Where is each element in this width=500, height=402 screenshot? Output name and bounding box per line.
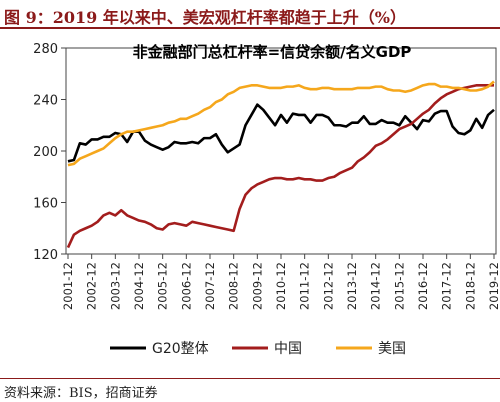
x-tick-label: 2002-12 — [85, 262, 99, 310]
x-tick-label: 2016-12 — [416, 262, 430, 310]
x-tick-label: 2009-12 — [250, 262, 264, 310]
x-tick-label: 2003-12 — [108, 262, 122, 310]
source-divider — [0, 378, 500, 379]
x-tick-label: 2005-12 — [156, 262, 170, 310]
x-tick-label: 2006-12 — [179, 262, 193, 310]
legend-label-2: 美国 — [378, 341, 406, 357]
x-tick-label: 2013-12 — [345, 262, 359, 310]
x-tick-label: 2001-12 — [61, 262, 75, 310]
x-tick-label: 2018-12 — [463, 262, 477, 310]
title-divider — [0, 27, 500, 29]
x-tick-label: 2012-12 — [321, 262, 335, 310]
x-tick-label: 2017-12 — [440, 262, 454, 310]
y-axis: 120 160 200 240 280 — [33, 42, 66, 263]
series-layer — [66, 80, 495, 249]
line-chart: 非金融部门总杠杆率=信贷余额/名义GDP 120 160 200 240 280 200… — [33, 42, 500, 357]
y-tick-label: 240 — [33, 94, 58, 109]
x-axis: 2001-12 2002-12 2003-12 2004-12 2005-12 2006-… — [61, 254, 500, 310]
y-tick-label: 120 — [33, 248, 58, 263]
chart-title: 非金融部门总杠杆率=信贷余额/名义GDP — [133, 43, 412, 61]
x-tick-label: 2015-12 — [392, 262, 406, 310]
x-tick-label: 2014-12 — [369, 262, 383, 310]
y-tick-label: 200 — [33, 145, 58, 160]
source-note: 资料来源：BIS，招商证券 — [4, 386, 158, 401]
figure-title: 图 9：2019 年以来中、美宏观杠杆率都趋于上升（%） — [4, 8, 407, 27]
y-tick-label: 160 — [33, 197, 58, 212]
series-line-1 — [66, 84, 494, 249]
legend-label-1: 中国 — [274, 341, 302, 357]
x-tick-label: 2010-12 — [274, 262, 288, 310]
x-tick-label: 2007-12 — [203, 262, 217, 310]
plot-area — [65, 47, 497, 255]
x-tick-label: 2004-12 — [132, 262, 146, 310]
x-tick-label: 2011-12 — [298, 262, 312, 310]
legend-label-0: G20整体 — [152, 341, 209, 357]
legend: G20整体 中国 美国 — [110, 341, 406, 357]
x-tick-label: 2008-12 — [227, 262, 241, 310]
x-tick-label: 2019-12 — [487, 262, 500, 310]
y-tick-label: 280 — [33, 42, 58, 57]
series-line-2 — [67, 80, 495, 167]
plot-border — [65, 47, 497, 255]
